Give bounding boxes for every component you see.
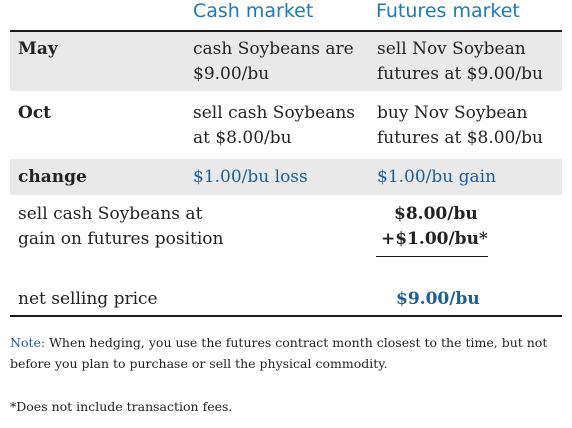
table-top-rule [10,30,562,32]
row-label-oct: Oct [18,103,52,123]
calc-label-line2: gain on futures position [18,229,224,249]
note-line2: before you plan to purchase or sell the … [10,356,388,371]
net-price-value: $9.00/bu [396,289,480,309]
oct-futures-line1: buy Nov Soybean [377,103,528,123]
calc-value-line1: $8.00/bu [394,204,478,224]
may-cash-line2: $9.00/bu [193,64,270,84]
may-futures-line1: sell Nov Soybean [377,39,526,59]
change-futures-value: $1.00/bu gain [377,167,497,187]
may-cash-line1: cash Soybeans are [193,39,354,59]
calc-label-line1: sell cash Soybeans at [18,204,203,224]
row-label-may: May [18,39,58,59]
table-bottom-rule [10,315,562,317]
note-line1: Note: When hedging, you use the futures … [10,333,547,353]
oct-futures-line2: futures at $8.00/bu [377,128,543,148]
oct-cash-line1: sell cash Soybeans [193,103,356,123]
footnote: *Does not include transaction fees. [10,399,233,414]
sum-underline [376,256,488,257]
note-text-line1: When hedging, you use the futures contra… [45,335,548,350]
futures-market-header: Futures market [376,0,520,22]
oct-cash-line2: at $8.00/bu [193,128,292,148]
calc-value-line2: +$1.00/bu* [381,229,488,249]
may-futures-line2: futures at $9.00/bu [377,64,543,84]
note-label: Note: [10,335,46,350]
table-row-change [10,159,562,195]
cash-market-header: Cash market [193,0,314,22]
table-row-may [10,32,562,91]
net-price-label: net selling price [18,289,158,309]
row-label-change: change [18,167,87,187]
change-cash-value: $1.00/bu loss [193,167,308,187]
